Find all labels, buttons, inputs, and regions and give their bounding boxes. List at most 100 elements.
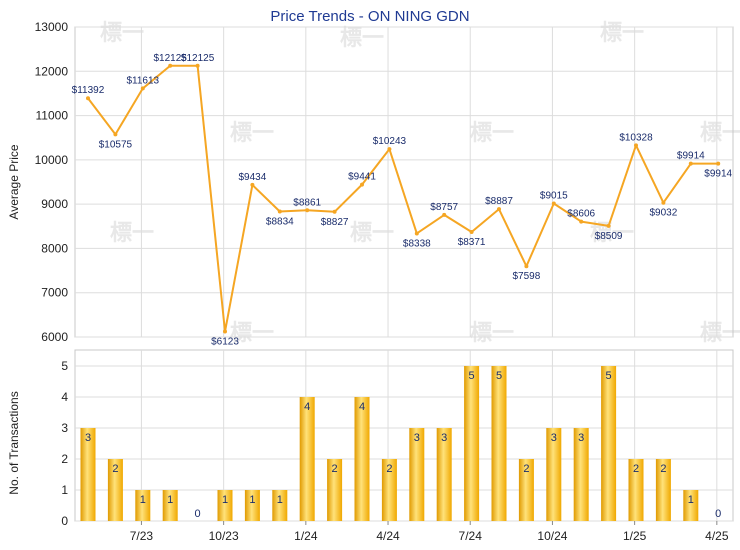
transaction-bar bbox=[244, 490, 260, 521]
price-panel: 6000 7000 8000 9000 10000 11000 12000 13000 Ave… bbox=[7, 20, 734, 348]
transactions-y-tick-label: 4 bbox=[61, 390, 68, 404]
transaction-bar-label: 4 bbox=[304, 401, 310, 413]
transactions-y-tick-label: 3 bbox=[61, 421, 68, 435]
transaction-bar-label: 3 bbox=[551, 432, 557, 444]
price-point bbox=[688, 161, 693, 166]
price-point bbox=[469, 229, 474, 234]
price-y-tick-label: 11000 bbox=[36, 109, 69, 123]
watermark-text: 標一 bbox=[340, 26, 384, 51]
transactions-y-ticks: 0 1 2 3 4 5 bbox=[61, 359, 68, 528]
price-point bbox=[634, 143, 638, 148]
x-tick-label: 4/25 bbox=[705, 529, 729, 543]
price-point bbox=[360, 182, 364, 187]
transaction-bar-label: 2 bbox=[332, 463, 338, 475]
price-data-label: $8606 bbox=[567, 209, 595, 220]
price-point bbox=[551, 201, 556, 206]
price-data-label: $8371 bbox=[458, 237, 486, 248]
transactions-y-tick-label: 2 bbox=[61, 452, 68, 466]
transaction-bar-label: 1 bbox=[222, 494, 228, 506]
price-point bbox=[716, 161, 721, 166]
transaction-bar bbox=[573, 428, 589, 521]
price-data-label: $12125 bbox=[181, 53, 215, 64]
transaction-bar-label: 1 bbox=[140, 494, 146, 506]
watermark-text: 標一 bbox=[470, 121, 514, 146]
price-data-label: $10328 bbox=[619, 132, 653, 143]
transactions-y-tick-label: 0 bbox=[61, 514, 68, 528]
price-data-label: $6123 bbox=[211, 337, 239, 348]
transaction-bar-label: 1 bbox=[167, 494, 173, 506]
price-y-tick-label: 12000 bbox=[35, 64, 69, 78]
watermark-text: 標一 bbox=[590, 221, 634, 246]
transaction-bar-label: 3 bbox=[578, 432, 584, 444]
price-point bbox=[414, 231, 419, 236]
price-point bbox=[223, 329, 227, 334]
x-tick-label: 7/23 bbox=[130, 529, 154, 543]
price-y-tick-label: 8000 bbox=[41, 241, 68, 255]
price-point bbox=[606, 223, 611, 228]
price-y-tick-label: 9000 bbox=[41, 197, 68, 211]
price-data-label: $7598 bbox=[512, 271, 540, 282]
transaction-bar-labels: 3 2 1 1 0 1 1 1 4 2 4 2 3 3 5 5 2 3 3 5 2 2 1 0 bbox=[85, 370, 721, 520]
transaction-bar-label: 4 bbox=[359, 401, 365, 413]
price-point bbox=[168, 63, 173, 68]
price-grid bbox=[75, 26, 733, 338]
transaction-bar bbox=[436, 428, 452, 521]
transactions-y-tick-label: 5 bbox=[61, 359, 68, 373]
price-point bbox=[113, 132, 118, 137]
price-point bbox=[442, 212, 447, 217]
price-series-line bbox=[87, 64, 719, 333]
price-data-label: $11392 bbox=[72, 85, 105, 96]
x-tick-label: 10/23 bbox=[209, 529, 239, 543]
price-data-label: $8509 bbox=[595, 231, 623, 242]
price-data-label: $9015 bbox=[540, 190, 568, 201]
watermark-text: 標一 bbox=[110, 221, 154, 246]
transaction-bar-label: 5 bbox=[606, 370, 612, 382]
x-tick-label: 7/24 bbox=[459, 529, 483, 543]
x-tick-label: 1/25 bbox=[623, 529, 647, 543]
transaction-bar-label: 3 bbox=[441, 432, 447, 444]
transaction-bar bbox=[518, 459, 534, 521]
price-point bbox=[277, 209, 282, 214]
watermark-text: 標一 bbox=[350, 221, 394, 246]
price-data-label: $10243 bbox=[373, 136, 407, 147]
price-y-tick-label: 13000 bbox=[35, 20, 69, 34]
x-tick-label: 1/24 bbox=[294, 529, 318, 543]
price-point bbox=[305, 208, 310, 213]
x-tick-label: 4/24 bbox=[376, 529, 400, 543]
watermark-text: 標一 bbox=[230, 121, 274, 146]
transaction-bar-label: 3 bbox=[414, 432, 420, 444]
transaction-bar-label: 1 bbox=[277, 494, 283, 506]
price-point bbox=[250, 182, 255, 187]
price-point bbox=[497, 207, 501, 212]
transactions-y-tick-label: 1 bbox=[61, 483, 68, 497]
price-point bbox=[579, 219, 584, 224]
price-data-label: $9914 bbox=[677, 151, 705, 162]
price-data-label: $9032 bbox=[649, 208, 677, 219]
price-y-axis-title: Average Price bbox=[7, 144, 21, 219]
price-point bbox=[332, 209, 337, 214]
price-data-label: $8887 bbox=[485, 196, 513, 207]
price-data-label: $9434 bbox=[238, 172, 266, 183]
watermark-text: 標一 bbox=[230, 321, 274, 346]
price-data-label: $12125 bbox=[154, 53, 188, 64]
price-y-tick-label: 7000 bbox=[41, 286, 68, 300]
watermark-text: 標一 bbox=[470, 321, 514, 346]
transaction-bar-label: 2 bbox=[523, 463, 529, 475]
price-data-label: $9914 bbox=[704, 169, 732, 180]
transaction-bar bbox=[299, 397, 315, 521]
watermark-text: 標一 bbox=[100, 21, 144, 46]
price-y-tick-label: 6000 bbox=[41, 330, 68, 344]
transaction-bar bbox=[464, 366, 480, 521]
transaction-bar bbox=[683, 490, 699, 521]
transaction-bar-label: 2 bbox=[660, 463, 666, 475]
price-data-label: $8827 bbox=[321, 217, 349, 228]
transaction-bar bbox=[354, 397, 370, 521]
price-data-label: $10575 bbox=[99, 139, 133, 150]
price-data-label: $11613 bbox=[126, 75, 159, 86]
transaction-bar bbox=[327, 459, 343, 521]
transaction-bars bbox=[80, 366, 699, 521]
price-data-label: $8757 bbox=[430, 202, 458, 213]
transaction-bar-label: 3 bbox=[85, 432, 91, 444]
